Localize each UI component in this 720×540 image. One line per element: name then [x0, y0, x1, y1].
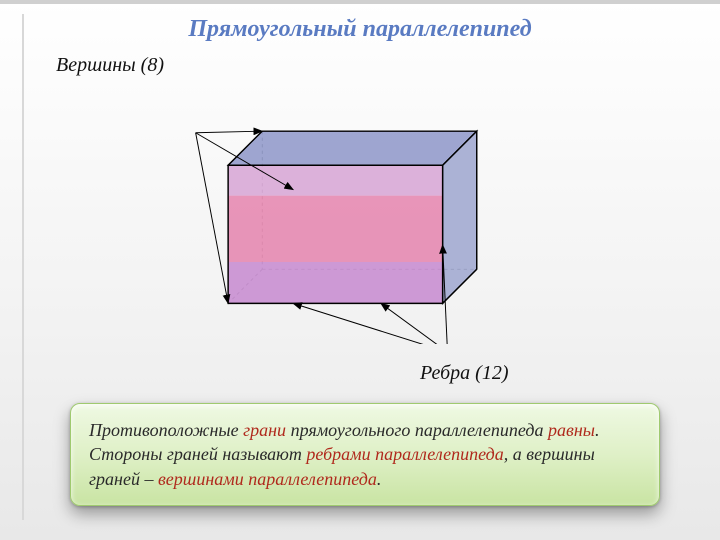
- callout-text: .: [595, 420, 600, 440]
- callout-highlight: вершинами параллелепипеда: [158, 469, 377, 489]
- label-vertices-text: Вершины (8): [56, 54, 164, 76]
- page-title: Прямоугольный параллелепипед: [0, 16, 720, 43]
- label-edges-text: Ребра (12): [420, 362, 509, 384]
- callout-text: Противоположные: [89, 420, 243, 440]
- label-vertices: Вершины (8): [56, 54, 164, 77]
- callout-text: Стороны граней называют: [89, 444, 306, 464]
- info-callout: Противоположные грани прямоугольного пар…: [70, 403, 660, 506]
- cuboid-diagram: [170, 84, 530, 344]
- callout-text: прямоугольного параллелепипеда: [286, 420, 548, 440]
- callout-highlight: ребрами параллелепипеда: [306, 444, 503, 464]
- cuboid-solid: [228, 131, 477, 303]
- callout-highlight: равны: [548, 420, 595, 440]
- callout-highlight: грани: [243, 420, 286, 440]
- title-text: Прямоугольный параллелепипед: [188, 16, 531, 42]
- callout-text: .: [377, 469, 382, 489]
- label-edges: Ребра (12): [420, 362, 509, 385]
